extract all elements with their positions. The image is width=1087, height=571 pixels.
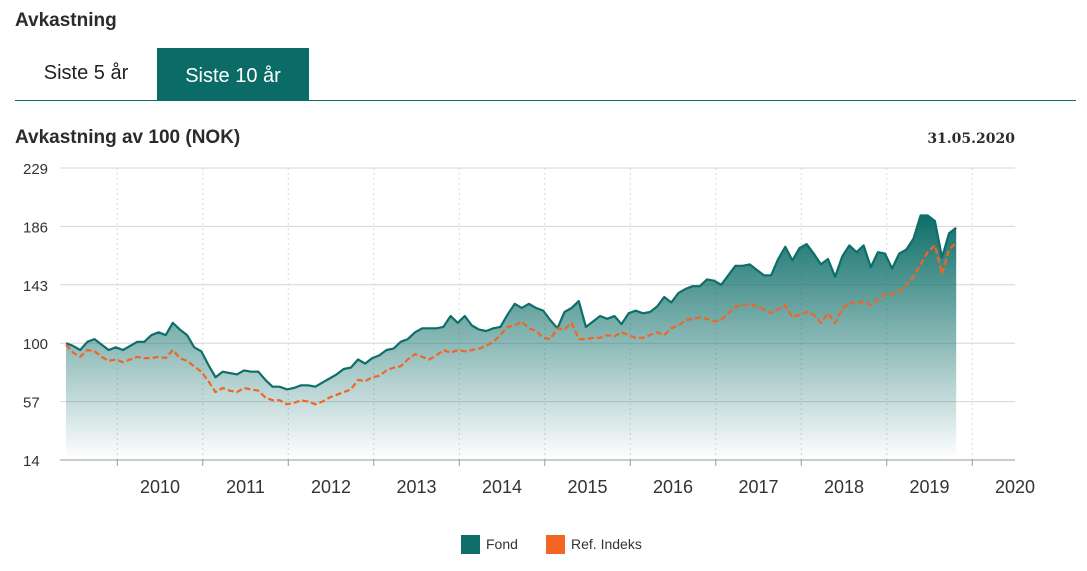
x-tick-label: 2011 — [226, 477, 265, 497]
x-tick-label: 2012 — [311, 477, 351, 497]
x-tick-label: 2019 — [909, 477, 949, 497]
tab-last-10-years[interactable]: Siste 10 år — [157, 48, 309, 100]
x-tick-label: 2016 — [653, 477, 693, 497]
x-tick-label: 2013 — [396, 477, 436, 497]
y-tick-label: 186 — [23, 219, 48, 236]
y-tick-label: 14 — [23, 453, 40, 470]
legend-label-ref-index: Ref. Indeks — [571, 536, 642, 552]
x-tick-label: 2020 — [995, 477, 1035, 497]
as-of-date: 31.05.2020 — [927, 131, 1015, 147]
x-tick-label: 2015 — [567, 477, 607, 497]
x-axis-labels: 2010 2011 2012 2013 2014 2015 2016 2017 2018 2019… — [140, 477, 1035, 497]
x-tick-label: 2010 — [140, 477, 180, 497]
ref-index-line — [65, 241, 957, 406]
section-title: Avkastning — [15, 10, 117, 31]
x-tick-label: 2014 — [482, 477, 522, 497]
y-tick-label: 57 — [23, 395, 40, 412]
y-tick-label: 229 — [23, 161, 48, 178]
x-axis-ticks — [116, 460, 973, 466]
x-tick-label: 2017 — [738, 477, 778, 497]
chart-title: Avkastning av 100 (NOK) — [15, 127, 241, 148]
x-tick-label: 2018 — [824, 477, 864, 497]
legend-label-fond: Fond — [486, 536, 518, 552]
fond-area — [65, 215, 957, 460]
y-tick-label: 143 — [23, 278, 48, 295]
legend-swatch-fond — [461, 535, 480, 554]
y-tick-label: 100 — [23, 336, 48, 353]
fond-line — [65, 214, 957, 391]
tab-last-5-years[interactable]: Siste 5 år — [15, 48, 157, 100]
series-layer — [65, 214, 957, 460]
legend-swatch-ref-index — [546, 535, 565, 554]
period-tabs: Siste 5 år Siste 10 år — [15, 48, 1076, 101]
y-axis-labels: 14 57 100 143 186 229 — [23, 161, 48, 470]
